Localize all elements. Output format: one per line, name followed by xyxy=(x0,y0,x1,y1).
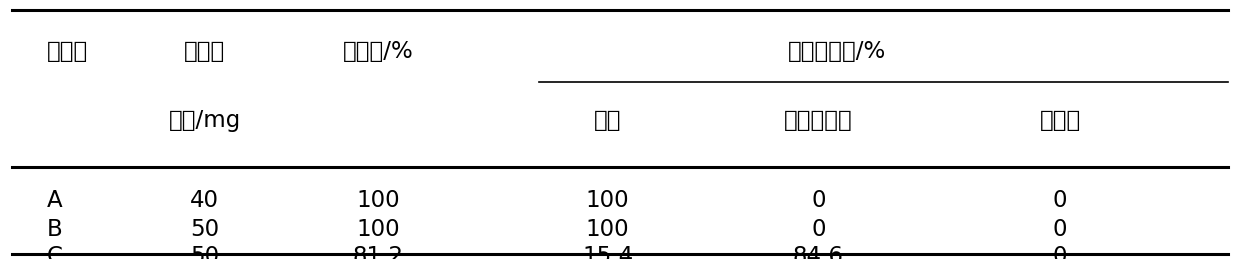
Text: 0: 0 xyxy=(811,218,826,241)
Text: 0: 0 xyxy=(1053,189,1068,212)
Text: 催化剂: 催化剂 xyxy=(47,40,88,63)
Text: 84.6: 84.6 xyxy=(792,246,844,259)
Text: 氧化偶氮苯: 氧化偶氮苯 xyxy=(784,109,853,132)
Text: B: B xyxy=(47,218,63,241)
Text: 催化剂: 催化剂 xyxy=(184,40,226,63)
Text: 81.2: 81.2 xyxy=(352,246,404,259)
Text: 50: 50 xyxy=(190,218,219,241)
Text: 苯胺: 苯胺 xyxy=(594,109,621,132)
Text: 偶氮苯: 偶氮苯 xyxy=(1039,109,1081,132)
Text: 40: 40 xyxy=(190,189,219,212)
Text: 100: 100 xyxy=(356,218,401,241)
Text: A: A xyxy=(47,189,63,212)
Text: 100: 100 xyxy=(356,189,401,212)
Text: 转化率/%: 转化率/% xyxy=(342,40,414,63)
Text: 50: 50 xyxy=(190,246,219,259)
Text: 0: 0 xyxy=(1053,218,1068,241)
Text: 100: 100 xyxy=(585,189,630,212)
Text: 产物选择性/%: 产物选择性/% xyxy=(787,40,887,63)
Text: 0: 0 xyxy=(811,189,826,212)
Text: 0: 0 xyxy=(1053,246,1068,259)
Text: 用量/mg: 用量/mg xyxy=(169,109,241,132)
Text: 15.4: 15.4 xyxy=(582,246,634,259)
Text: C: C xyxy=(47,246,63,259)
Text: 100: 100 xyxy=(585,218,630,241)
